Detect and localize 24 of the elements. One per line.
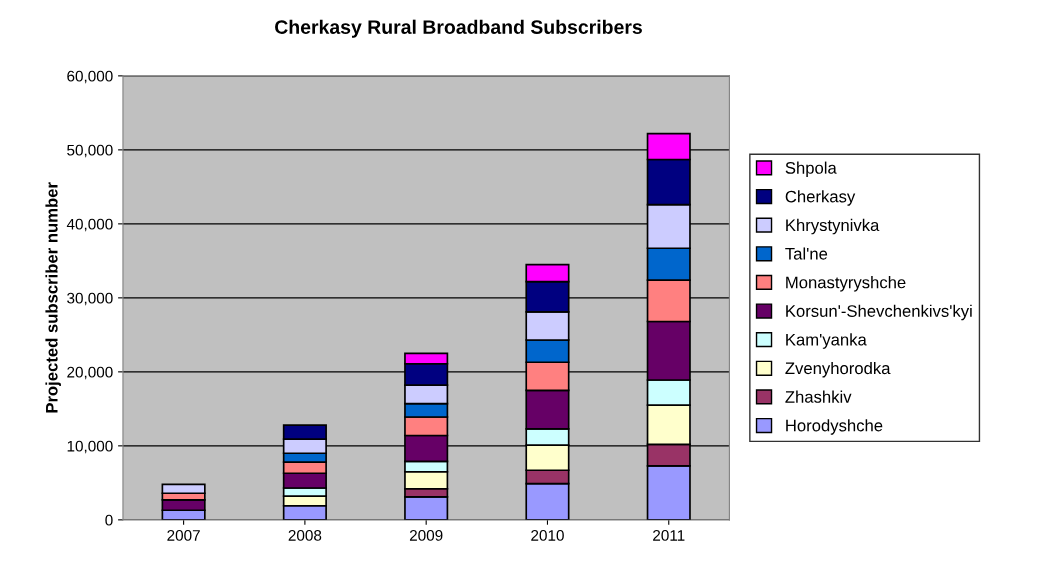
x-tick-label: 2008 — [288, 529, 322, 541]
legend-label: Cherkasy — [785, 190, 856, 206]
y-tick-label: 20,000 — [67, 366, 113, 380]
legend-label: Zvenyhorodka — [785, 361, 891, 378]
x-tick-label: 2010 — [531, 529, 564, 541]
legend-label: Korsun'-Shevchenkivs'kyi — [786, 304, 972, 321]
x-tick-label: 2009 — [409, 529, 443, 541]
x-tick-label: 2007 — [167, 529, 200, 541]
legend-label: Tal'ne — [785, 247, 828, 260]
y-tick-label: 10,000 — [67, 440, 113, 454]
y-tick-label: 30,000 — [67, 292, 113, 306]
y-axis-title: Projected subscriber number — [45, 182, 61, 413]
x-tick-label: 2011 — [653, 529, 685, 541]
chart-title: Cherkasy Rural Broadband Subscribers — [275, 19, 642, 38]
legend-label: Khrystynivka — [786, 218, 880, 235]
legend-label: Horodyshche — [786, 419, 883, 435]
y-tick-label: 60,000 — [67, 70, 113, 84]
legend-label: Monastyryshche — [786, 276, 906, 292]
legend-label: Shpola — [785, 161, 837, 178]
legend-label: Kam'yanka — [786, 333, 867, 349]
y-tick-label: 0 — [105, 514, 113, 526]
y-tick-label: 50,000 — [67, 144, 113, 158]
y-tick-label: 40,000 — [66, 218, 113, 232]
legend-label: Zhashkiv — [785, 390, 852, 403]
